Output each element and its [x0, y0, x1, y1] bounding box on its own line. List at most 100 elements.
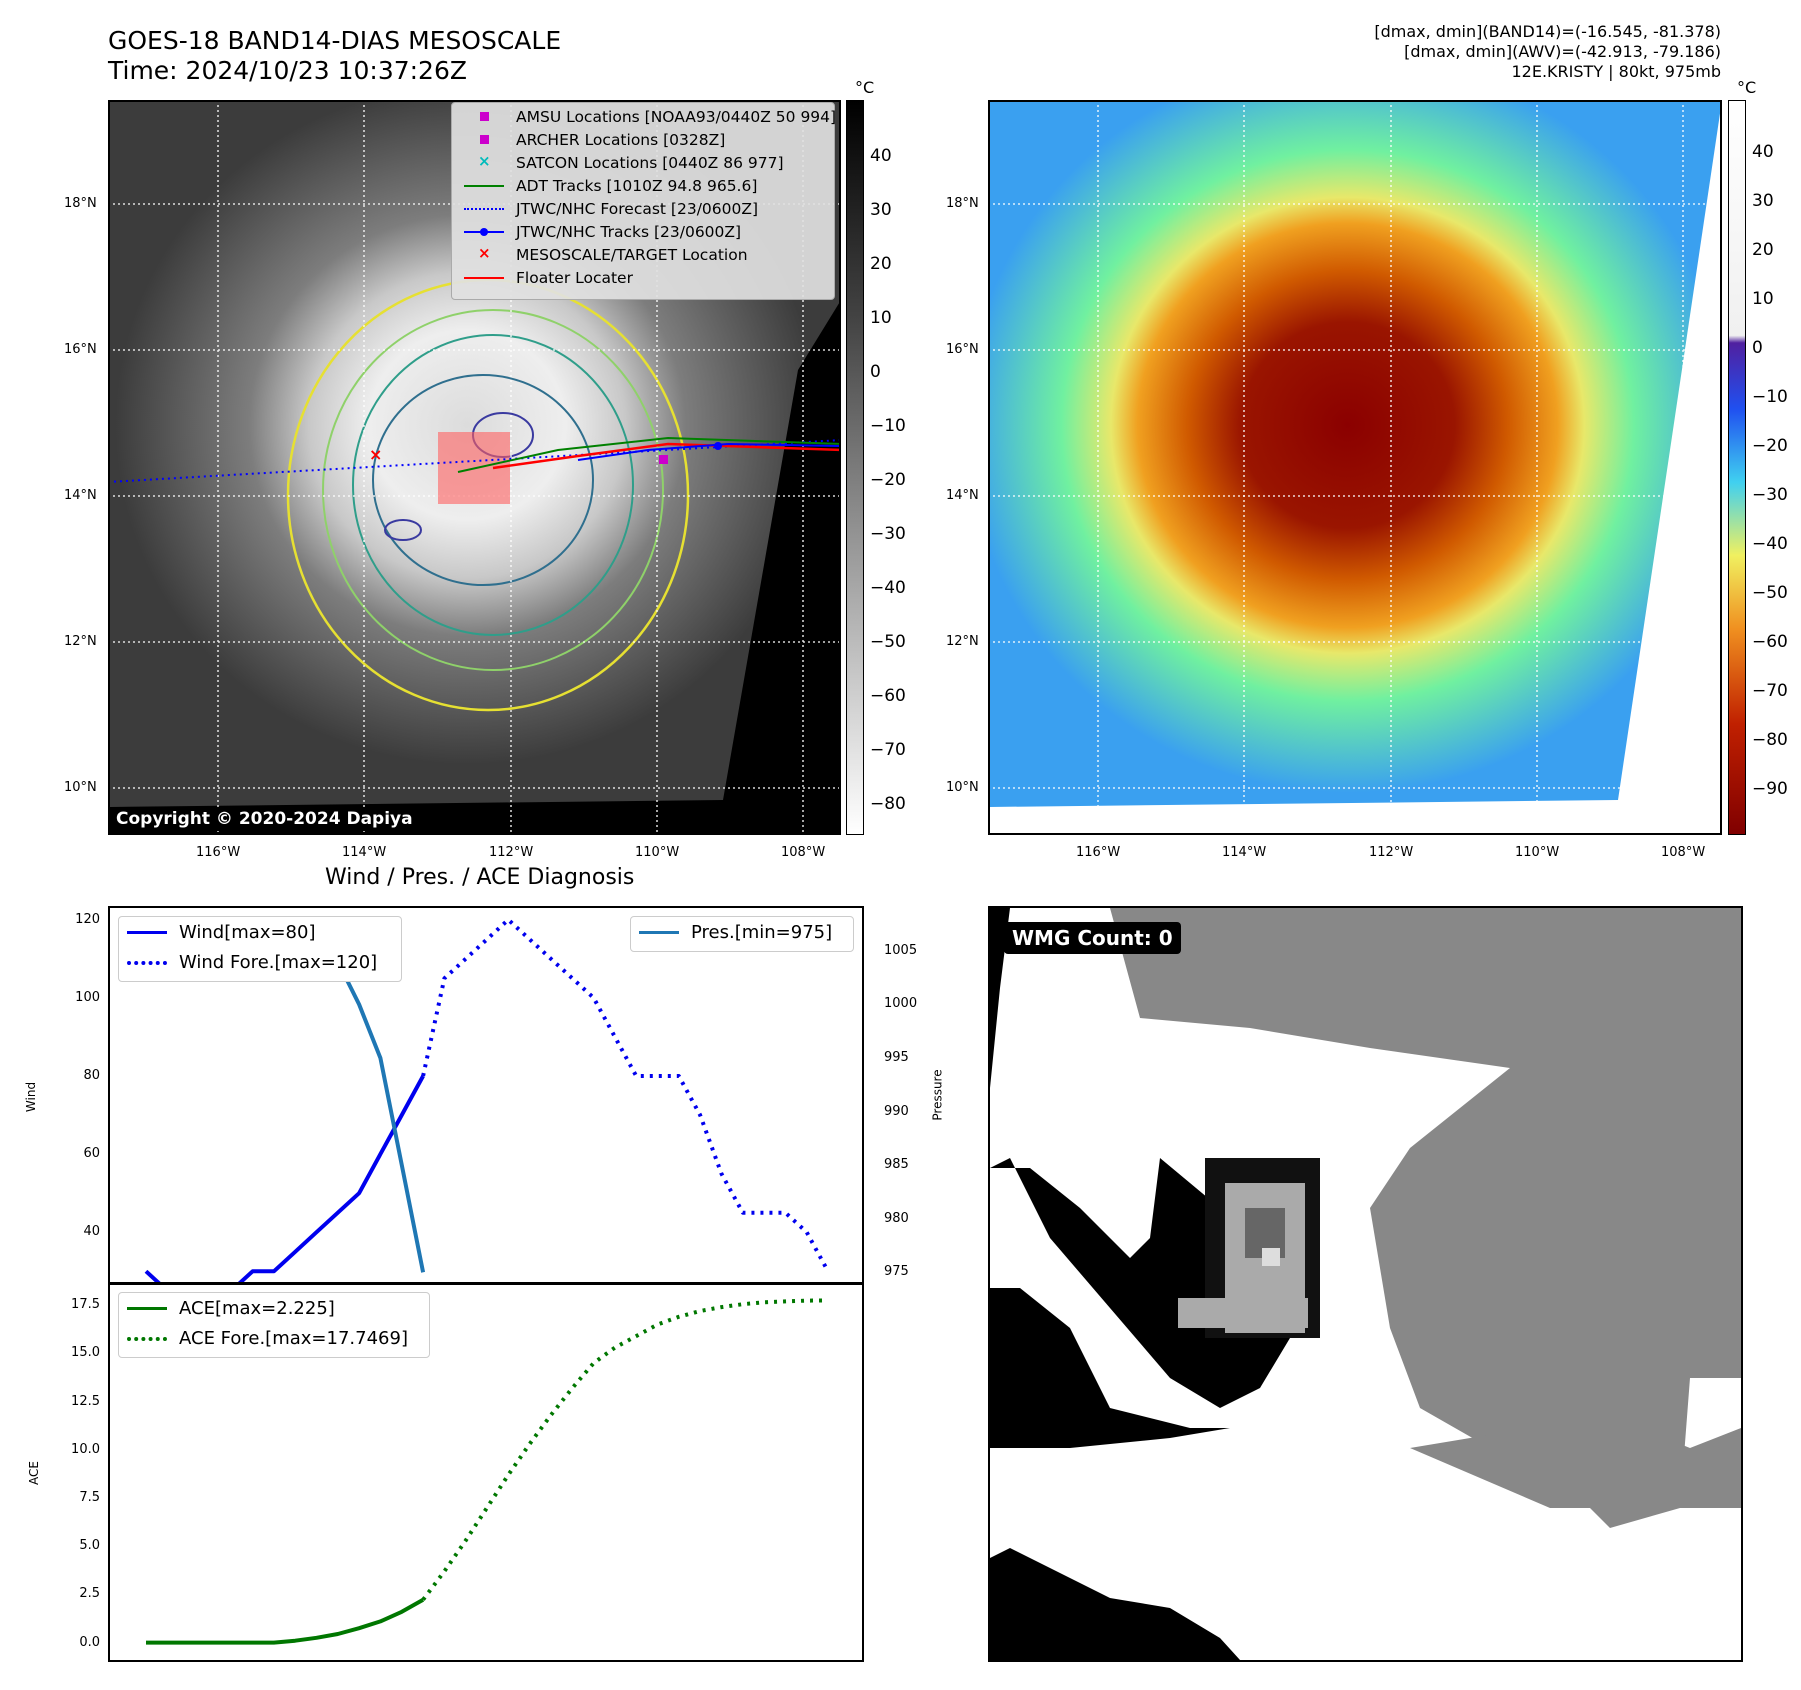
colorbar-tick: 40: [1752, 142, 1774, 162]
pres-yticks-label: 1005: [884, 942, 918, 958]
colorbar-tick: −10: [870, 416, 906, 436]
ace-plot: [146, 1298, 829, 1645]
ace-yticks-label: 15.0: [71, 1345, 100, 1361]
legend-item-archer: ARCHER Locations [0328Z]: [462, 129, 725, 151]
wind-yticks-label: 40: [83, 1224, 100, 1240]
awv-colorbar: [1728, 100, 1746, 835]
lat-tick: 10°N: [946, 780, 979, 795]
copyright-label: Copyright © 2020-2024 Dapiya: [112, 807, 417, 831]
pres-yticks-label: 990: [884, 1103, 909, 1119]
pressure-legend: Pres.[min=975]: [630, 916, 854, 952]
wind-yticks-label: 80: [83, 1067, 100, 1083]
legend-item-pressure: Pres.[min=975]: [637, 921, 832, 943]
diagnosis-title: Wind / Pres. / ACE Diagnosis: [325, 865, 635, 890]
legend-item-ace: ACE[max=2.225]: [125, 1297, 335, 1319]
colorbar-tick: −40: [1752, 534, 1788, 554]
lon-tick: 110°W: [1515, 845, 1560, 860]
colorbar-tick: 30: [1752, 191, 1774, 211]
wind-pressure-chart: Wind[max=80] Wind Fore.[max=120] Pres.[m…: [108, 906, 864, 1285]
colorbar-tick: 20: [1752, 240, 1774, 260]
lat-tick: 12°N: [946, 634, 979, 649]
map-legend: AMSU Locations [NOAA93/0440Z 50 994] ARC…: [451, 102, 836, 300]
ace-yticks-label: 2.5: [79, 1586, 100, 1602]
colorbar-tick: −90: [1752, 779, 1788, 799]
lon-tick: 116°W: [1076, 845, 1121, 860]
wind-axis-label: Wind: [24, 1081, 39, 1113]
colorbar-tick: −20: [1752, 436, 1788, 456]
wind-yticks-label: 100: [75, 989, 100, 1005]
info-line-3: 12E.KRISTY | 80kt, 975mb: [1511, 62, 1722, 81]
wmg-panel: WMG Count: 0: [988, 906, 1743, 1662]
lat-tick: 14°N: [64, 488, 97, 503]
colorbar-tick: 10: [870, 308, 892, 328]
title-line-1: GOES-18 BAND14-DIAS MESOSCALE: [108, 26, 562, 55]
ace-chart: ACE[max=2.225] ACE Fore.[max=17.7469]: [108, 1282, 864, 1662]
svg-text:×: ×: [369, 445, 382, 464]
colorbar-unit: °C: [855, 78, 875, 97]
legend-item-adt: ADT Tracks [1010Z 94.8 965.6]: [462, 175, 757, 197]
ace-legend: ACE[max=2.225] ACE Fore.[max=17.7469]: [118, 1292, 430, 1358]
ace-yticks-label: 17.5: [71, 1297, 100, 1313]
legend-item-wind-forecast: Wind Fore.[max=120]: [125, 951, 377, 973]
legend-item-forecast: JTWC/NHC Forecast [23/0600Z]: [462, 198, 758, 220]
colorbar-tick: 40: [870, 146, 892, 166]
title-line-2: Time: 2024/10/23 10:37:26Z: [108, 56, 467, 85]
legend-item-ace-forecast: ACE Fore.[max=17.7469]: [125, 1327, 408, 1349]
ace-yticks-label: 0.0: [79, 1634, 100, 1650]
colorbar-tick: 0: [870, 362, 881, 382]
awv-map: [988, 100, 1722, 835]
legend-item-wind: Wind[max=80]: [125, 921, 316, 943]
pres-yticks-label: 995: [884, 1050, 909, 1065]
ace-yticks-label: 10.0: [71, 1441, 100, 1457]
colorbar-tick: −40: [870, 578, 906, 598]
colorbar-tick: 20: [870, 254, 892, 274]
colorbar-tick: −70: [1752, 681, 1788, 701]
colorbar-tick: −50: [870, 632, 906, 652]
awv-image: [990, 102, 1720, 833]
lat-tick: 18°N: [64, 196, 97, 211]
colorbar-tick: −50: [1752, 583, 1788, 603]
lat-tick: 16°N: [64, 342, 97, 357]
lon-tick: 110°W: [635, 845, 680, 860]
colorbar-tick: −80: [870, 794, 906, 814]
wind-yticks-label: 60: [83, 1146, 100, 1162]
lon-tick: 114°W: [1222, 845, 1267, 860]
lat-tick: 18°N: [946, 196, 979, 211]
legend-item-tracks: JTWC/NHC Tracks [23/0600Z]: [462, 221, 741, 243]
ace-yticks-label: 7.5: [79, 1490, 100, 1506]
lat-tick: 16°N: [946, 342, 979, 357]
colorbar-tick: −70: [870, 740, 906, 760]
lon-tick: 116°W: [196, 845, 241, 860]
colorbar-unit: °C: [1737, 78, 1757, 97]
lat-tick: 10°N: [64, 780, 97, 795]
wmg-image: [990, 908, 1741, 1660]
pres-yticks-label: 980: [884, 1210, 909, 1226]
band14-colorbar: [846, 100, 864, 835]
colorbar-tick: 30: [870, 200, 892, 220]
info-line-1: [dmax, dmin](BAND14)=(-16.545, -81.378): [1374, 22, 1721, 41]
colorbar-tick: −10: [1752, 387, 1788, 407]
lat-tick: 12°N: [64, 634, 97, 649]
legend-item-amsu: AMSU Locations [NOAA93/0440Z 50 994]: [462, 106, 836, 128]
pres-yticks-label: 1000: [884, 996, 918, 1012]
ace-yticks-label: 5.0: [79, 1538, 100, 1554]
wind-legend: Wind[max=80] Wind Fore.[max=120]: [118, 916, 402, 982]
series-line-0: [146, 1597, 425, 1645]
ace-yticks-label: 12.5: [71, 1393, 100, 1409]
colorbar-tick: −20: [870, 470, 906, 490]
series-line-1: [421, 1298, 829, 1601]
wmg-count-label: WMG Count: 0: [1004, 922, 1181, 954]
colorbar-tick: −30: [1752, 485, 1788, 505]
colorbar-tick: 10: [1752, 289, 1774, 309]
ace-axis-label: ACE: [26, 1461, 41, 1485]
lon-tick: 108°W: [781, 845, 826, 860]
colorbar-tick: −60: [1752, 632, 1788, 652]
lon-tick: 114°W: [342, 845, 387, 860]
lon-tick: 108°W: [1661, 845, 1706, 860]
legend-item-target: × MESOSCALE/TARGET Location: [478, 244, 748, 264]
colorbar-tick: 0: [1752, 338, 1763, 358]
lon-tick: 112°W: [489, 845, 534, 860]
colorbar-tick: −30: [870, 524, 906, 544]
band14-map: × AMSU Locations [NOAA93/0440Z 50 994] A…: [108, 100, 841, 835]
pres-yticks-label: 985: [884, 1157, 909, 1173]
